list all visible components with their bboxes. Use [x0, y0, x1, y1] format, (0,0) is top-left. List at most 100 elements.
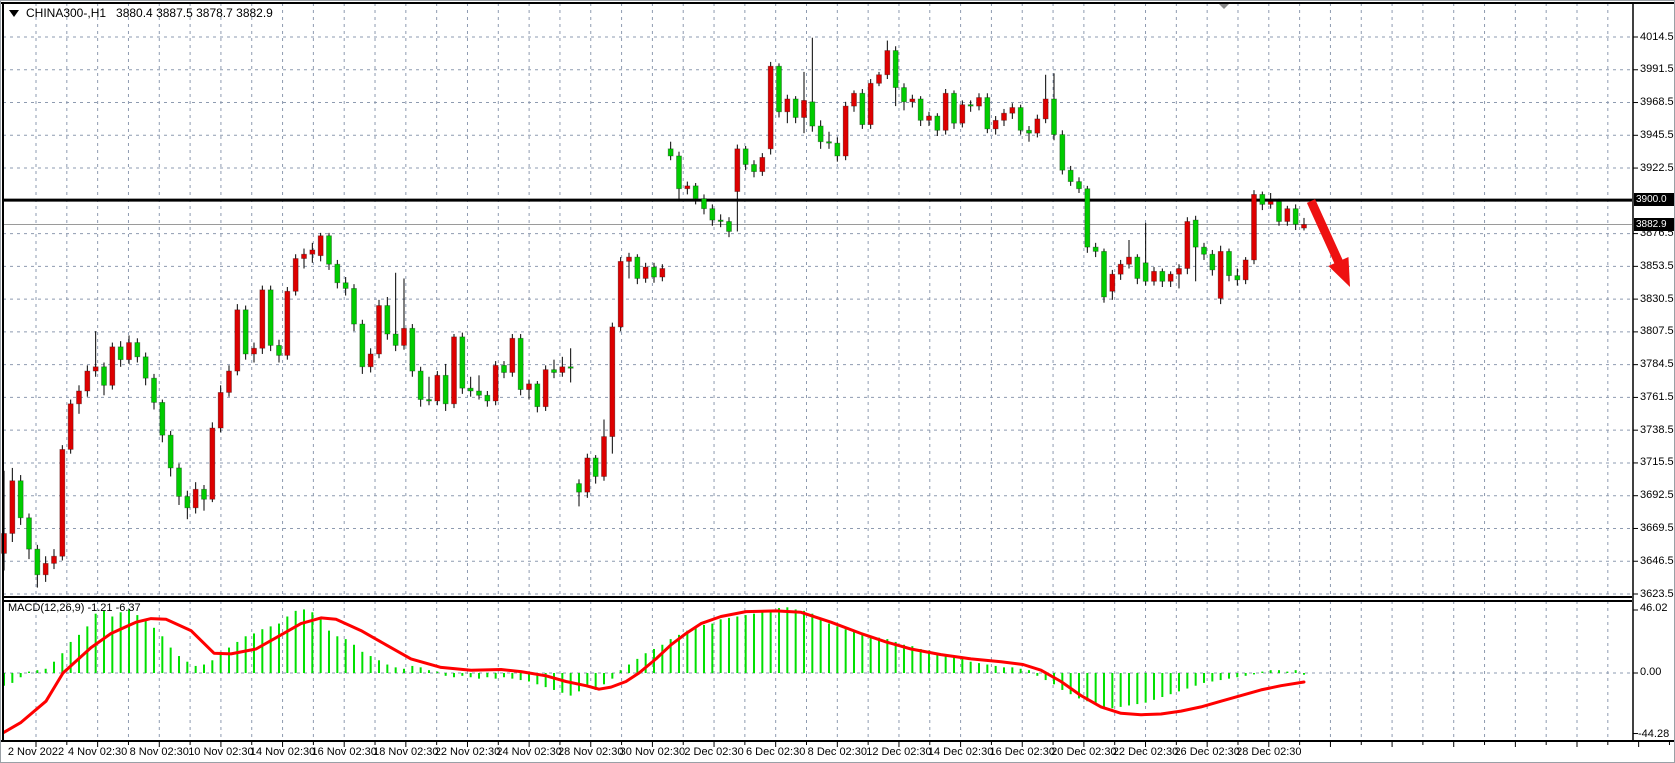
candle-bull [759, 156, 766, 173]
candle-bull [84, 370, 91, 392]
candle-bear [1142, 262, 1149, 282]
time-axis-label: 16 Nov 02:30 [311, 746, 377, 758]
chart-shift-marker-icon[interactable] [1219, 4, 1229, 9]
price-axis-label: 3830.5 [1640, 292, 1674, 305]
candle-bear [667, 148, 674, 157]
macd-histogram-bar [302, 609, 305, 673]
macd-histogram-bar [586, 673, 589, 688]
candle-bull [1151, 270, 1157, 282]
macd-histogram-bar [802, 610, 805, 673]
candle-bull [617, 260, 624, 328]
macd-histogram-bar [919, 648, 922, 673]
candle-bull [51, 555, 57, 564]
macd-histogram-bar [369, 656, 372, 673]
price-axis-label: 3784.5 [1640, 358, 1674, 371]
candle-bull [317, 235, 324, 257]
macd-histogram-bar [744, 615, 747, 673]
macd-histogram-bar [819, 619, 822, 673]
time-axis-label: 28 Dec 02:30 [1236, 746, 1302, 758]
candle-bull [942, 92, 949, 131]
candle-bear [426, 399, 432, 402]
candle-bear [392, 333, 399, 346]
macd-histogram-bar [561, 673, 564, 693]
candle-bear [1084, 188, 1091, 248]
candle-bull [1042, 98, 1049, 120]
candle-bull [851, 92, 857, 107]
macd-histogram-bar [236, 641, 239, 673]
macd-histogram-bar [486, 673, 489, 678]
macd-histogram-bar [927, 650, 930, 673]
macd-histogram-bar [894, 641, 897, 673]
macd-histogram-bar [327, 630, 330, 673]
candle-bull [309, 249, 316, 255]
candle-bear [1292, 208, 1299, 225]
candle-bear [517, 337, 524, 390]
macd-histogram-bar [1236, 673, 1239, 678]
candle-bear [351, 288, 357, 325]
time-axis-label: 2 Dec 02:30 [684, 746, 744, 758]
candle-bear [817, 125, 824, 143]
candle-bear [101, 366, 107, 386]
macd-histogram-bar [119, 612, 122, 673]
macd-histogram-bar [319, 619, 322, 673]
macd-histogram-bar [144, 619, 147, 673]
candle-bull [542, 369, 549, 408]
macd-histogram-bar [1219, 673, 1222, 681]
macd-histogram-bar [627, 664, 630, 673]
candle-bear [726, 221, 732, 232]
macd-histogram-bar [1044, 673, 1047, 681]
candle-bear [1092, 246, 1099, 252]
candle-bull [109, 346, 116, 386]
macd-histogram-bar [1261, 671, 1264, 673]
macd-histogram-bar [577, 673, 580, 692]
candle-bear [984, 97, 991, 130]
candle-bear [826, 141, 832, 144]
price-axis-label: 3692.5 [1640, 489, 1674, 502]
macd-histogram-bar [127, 609, 130, 673]
candle-bull [909, 98, 916, 103]
macd-histogram-bar [377, 660, 380, 673]
candle-bear [1209, 253, 1216, 271]
macd-histogram-bar [702, 624, 705, 673]
candle-bear [1017, 107, 1024, 131]
candle-bull [626, 256, 632, 262]
candle-bear [1259, 194, 1266, 205]
macd-histogram-bar [977, 663, 980, 673]
macd-histogram-bar [677, 634, 680, 673]
candle-bear [742, 148, 749, 165]
macd-histogram-bar [711, 623, 714, 673]
candle-bear [1101, 250, 1107, 298]
candle-bull [976, 97, 982, 107]
candle-bear [159, 401, 166, 436]
candle-bull [767, 65, 774, 150]
macd-histogram-bar [394, 667, 397, 673]
candle-bear [701, 198, 707, 210]
candle-bear [967, 104, 974, 107]
macd-histogram-bar [194, 665, 197, 673]
candle-bear [417, 370, 424, 400]
macd-histogram-bar [944, 656, 947, 673]
candle-bear [592, 457, 599, 477]
candle-bull [42, 562, 49, 576]
candle-bull [609, 326, 616, 437]
macd-histogram-bar [1011, 667, 1014, 673]
candle-bear [917, 98, 924, 121]
candle-bear [1226, 250, 1232, 277]
macd-histogram-bar [177, 656, 180, 673]
macd-histogram-bar [602, 673, 605, 685]
candle-bull [367, 353, 374, 368]
candle-bear [184, 496, 191, 509]
macd-histogram-bar [777, 608, 780, 673]
time-axis-label: 18 Nov 02:30 [373, 746, 439, 758]
macd-histogram-bar [269, 626, 272, 673]
price-axis-label: 3738.5 [1640, 423, 1674, 436]
macd-histogram-bar [619, 670, 622, 673]
macd-histogram-bar [1161, 673, 1164, 698]
symbol-dropdown-icon[interactable] [9, 10, 19, 17]
macd-histogram-bar [727, 617, 730, 673]
macd-histogram-bar [202, 664, 205, 673]
candle-bull [734, 148, 741, 192]
macd-histogram-bar [536, 673, 539, 685]
macd-histogram-bar [844, 629, 847, 673]
